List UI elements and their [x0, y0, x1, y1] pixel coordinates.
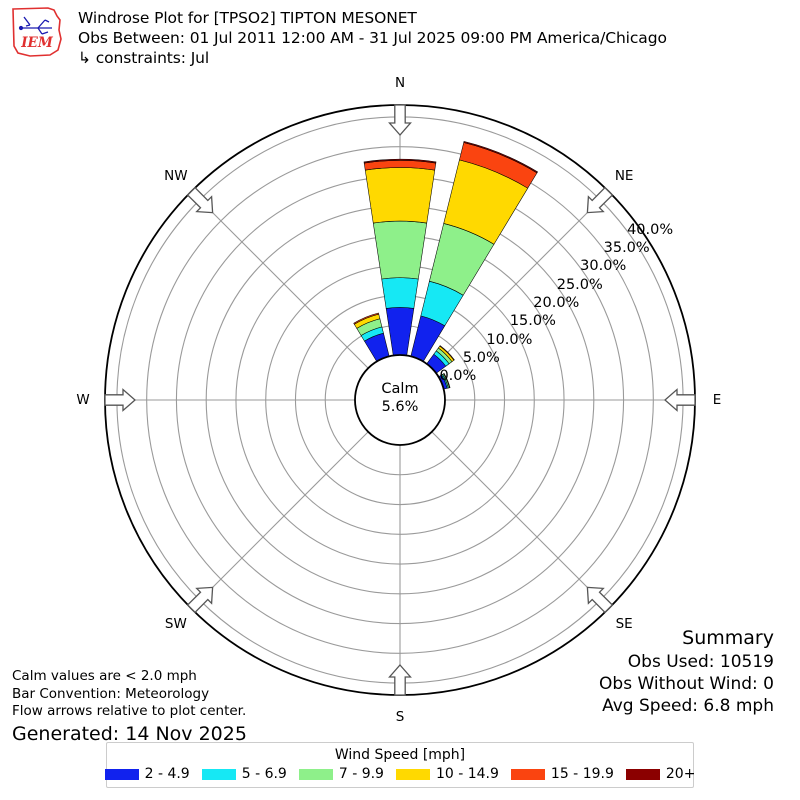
legend-swatch-icon [298, 768, 333, 780]
calm-label: Calm [381, 381, 419, 397]
direction-arrow-nw [186, 186, 214, 214]
summary-avg-speed: Avg Speed: 6.8 mph [602, 695, 774, 716]
legend-swatch-icon [201, 768, 236, 780]
windrose-bar-segment [443, 372, 451, 389]
footer-flow-arrows: Flow arrows relative to plot center. [12, 703, 247, 720]
legend: Wind Speed [mph] 2 - 4.9 5 - 6.9 7 - 9.9 10… [104, 742, 696, 788]
direction-arrow-w [104, 388, 136, 412]
legend-swatch-icon [104, 768, 139, 780]
title-block: Windrose Plot for [TPSO2] TIPTON MESONET… [78, 8, 667, 68]
direction-arrows [104, 104, 696, 696]
compass-label-w: W [76, 392, 90, 408]
radial-tick-30: 30.0% [580, 258, 627, 275]
legend-item[interactable]: 7 - 9.9 [298, 766, 384, 782]
footer-generated: Generated: 14 Nov 2025 [12, 722, 247, 745]
legend-swatch-icon [625, 768, 660, 780]
direction-arrow-ne [586, 186, 614, 214]
obs-range-subtitle: Obs Between: 01 Jul 2011 12:00 AM - 31 J… [78, 29, 667, 48]
compass-label-se: SE [615, 616, 633, 633]
windrose-bar-segment [381, 277, 419, 309]
legend-item[interactable]: 2 - 4.9 [104, 766, 190, 782]
page-title: Windrose Plot for [TPSO2] TIPTON MESONET [78, 9, 417, 27]
direction-arrow-se [586, 586, 614, 614]
legend-title: Wind Speed [mph] [334, 747, 466, 763]
summary-block: Summary Obs Used: 10519 Obs Without Wind… [599, 626, 774, 717]
direction-arrow-e [664, 388, 696, 412]
legend-swatch-icon [395, 768, 430, 780]
windrose-bar-segment [372, 220, 428, 280]
legend-item-label: 15 - 19.9 [550, 766, 614, 782]
footer-block: Calm values are < 2.0 mph Bar Convention… [12, 668, 247, 746]
calm-text: Calm 5.6% [330, 380, 470, 416]
constraints-subtitle: ↳ constraints: Jul [78, 49, 210, 68]
direction-arrow-n [388, 104, 412, 136]
legend-swatch-icon [510, 768, 545, 780]
compass-label-sw: SW [164, 616, 187, 633]
logo-text: IEM [20, 35, 54, 51]
legend-item-label: 5 - 6.9 [241, 766, 287, 782]
windrose-bar-segment [385, 307, 415, 356]
radial-tick-5: 5.0% [462, 349, 500, 366]
legend-item[interactable]: 20+ [625, 766, 696, 782]
calm-circle [354, 354, 446, 446]
windrose-bar-segment [353, 312, 380, 325]
footer-bar-convention: Bar Convention: Meteorology [12, 685, 210, 702]
radial-tick-0: 0.0% [439, 368, 477, 385]
radial-tick-10: 10.0% [486, 331, 533, 348]
summary-obs-used: Obs Used: 10519 [627, 651, 774, 672]
legend-item[interactable]: 15 - 19.9 [510, 766, 614, 782]
radial-tick-20: 20.0% [533, 295, 580, 311]
summary-obs-without-wind: Obs Without Wind: 0 [599, 673, 774, 694]
windrose-bars [353, 141, 538, 390]
legend-item-label: 20+ [665, 766, 696, 782]
legend-item-label: 7 - 9.9 [338, 766, 384, 782]
compass-label-e: E [712, 392, 722, 408]
summary-heading: Summary [682, 627, 774, 649]
legend-items: 2 - 4.9 5 - 6.9 7 - 9.9 10 - 14.9 15 - 19.9 2… [104, 766, 696, 782]
compass-label-ne: NE [614, 167, 634, 184]
direction-arrow-s [388, 664, 412, 696]
windrose-bar-segment [439, 345, 455, 361]
calm-value: 5.6% [381, 399, 419, 416]
compass-label-nw: NW [164, 167, 188, 184]
windrose-bar-segment [463, 141, 538, 174]
iem-logo: IEM [12, 7, 62, 57]
footer-calm-note: Calm values are < 2.0 mph [12, 668, 197, 684]
legend-item[interactable]: 10 - 14.9 [395, 766, 499, 782]
radial-tick-15: 15.0% [509, 313, 556, 330]
compass-label-n: N [394, 75, 406, 91]
legend-item-label: 10 - 14.9 [435, 766, 499, 782]
radial-tick-25: 25.0% [556, 276, 603, 293]
legend-item-label: 2 - 4.9 [144, 766, 190, 782]
radial-tick-40: 40.0% [627, 221, 674, 238]
compass-label-s: S [395, 709, 405, 725]
windrose-bar-segment [364, 167, 436, 224]
radial-tick-35: 35.0% [603, 240, 650, 257]
legend-item[interactable]: 5 - 6.9 [201, 766, 287, 782]
windrose-bar-segment [363, 158, 437, 164]
direction-arrow-sw [186, 586, 214, 614]
